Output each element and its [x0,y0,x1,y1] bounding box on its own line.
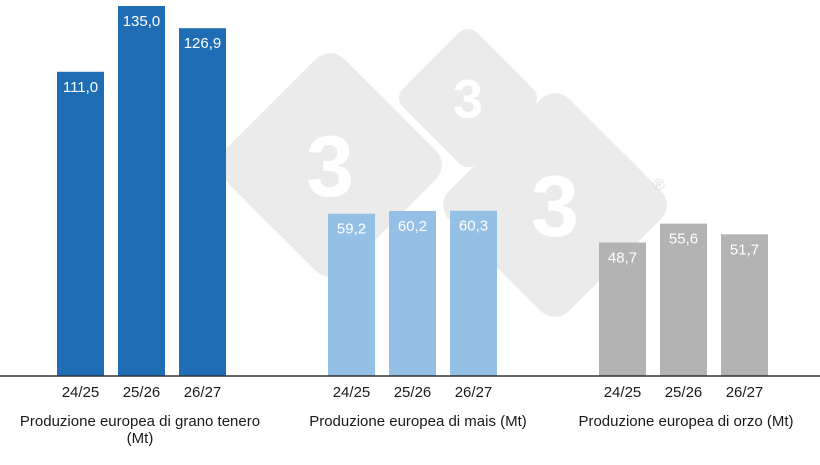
bar-value-label: 135,0 [123,13,161,30]
bars-layer: 111,0 24/25 135,0 25/26 126,9 26/27 59,2 24/25 6… [57,6,768,401]
x-tick-label: 26/27 [726,384,764,401]
bar [599,242,646,376]
x-tick-label: 24/25 [333,384,371,401]
watermark-logo: 333 ® [218,28,667,317]
bar-value-label: 111,0 [63,79,98,96]
bar [450,210,497,376]
bar-value-label: 55,6 [669,231,698,248]
bar [179,28,226,376]
x-tick-label: 24/25 [604,384,642,401]
x-tick-label: 26/27 [184,384,222,401]
watermark-diamond [218,53,442,277]
x-tick-label: 25/26 [394,384,432,401]
bar-value-label: 60,2 [398,218,427,235]
bar [389,211,436,376]
watermark-registered-mark: ® [653,177,665,194]
bar [328,213,375,376]
bar-value-label: 51,7 [730,241,759,258]
group-label-orzo: Produzione europea di orzo (Mt) [578,413,794,430]
group-label-mais: Produzione europea di mais (Mt) [309,413,527,430]
bar [660,223,707,376]
bar-value-label: 126,9 [184,35,222,52]
watermark-digit: 3 [531,159,579,255]
x-tick-label: 24/25 [62,384,100,401]
watermark-diamond [398,28,538,168]
x-tick-label: 25/26 [665,384,703,401]
watermark-digit: 3 [453,69,483,129]
x-tick-label: 26/27 [455,384,493,401]
bar-value-label: 59,2 [337,221,366,238]
bar-value-label: 48,7 [608,250,637,267]
bar-value-label: 60,3 [459,218,488,235]
bar [721,234,768,376]
bar [118,6,165,376]
group-label-grano-tenero: Produzione europea di grano tenero (Mt) [19,413,261,447]
watermark-digit: 3 [306,119,354,215]
bar [57,71,104,377]
x-tick-label: 25/26 [123,384,161,401]
